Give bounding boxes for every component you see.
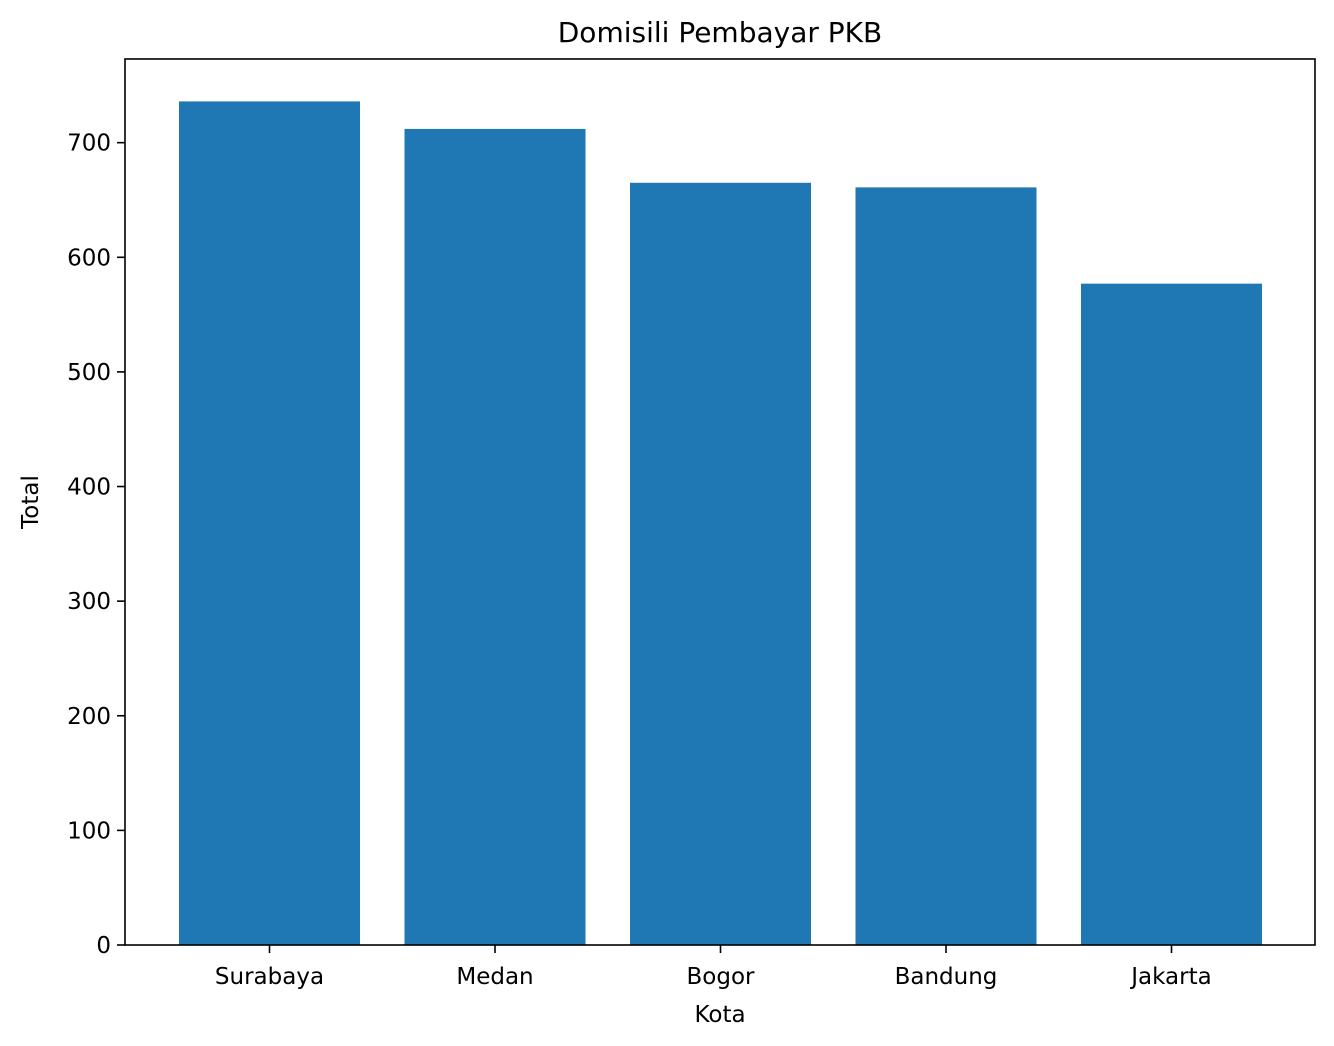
x-axis-label: Kota xyxy=(694,1002,745,1028)
x-tick-label: Jakarta xyxy=(1129,964,1211,990)
y-axis-ticks: 0 100 200 300 400 500 600 700 xyxy=(67,131,125,959)
bar-medan xyxy=(404,128,586,945)
bar-jakarta xyxy=(1081,283,1262,946)
x-tick-label: Surabaya xyxy=(215,964,324,990)
y-tick-label: 200 xyxy=(67,704,111,730)
x-tick-label: Bandung xyxy=(895,964,998,990)
plot-frame xyxy=(124,58,1316,946)
y-tick-label: 100 xyxy=(67,818,111,844)
y-axis-label: Total xyxy=(18,475,44,530)
bars-group xyxy=(179,101,1262,946)
bar-surabaya xyxy=(179,101,360,945)
x-tick-label: Medan xyxy=(456,964,533,990)
y-tick-label: 700 xyxy=(67,131,111,157)
chart-title: Domisili Pembayar PKB xyxy=(558,16,883,49)
bar-bandung xyxy=(855,187,1037,946)
x-axis-ticks: Surabaya Medan Bogor Bandung Jakarta xyxy=(215,945,1212,990)
y-tick-label: 500 xyxy=(67,360,111,386)
y-tick-label: 600 xyxy=(67,245,111,271)
y-tick-label: 0 xyxy=(96,933,111,959)
y-tick-label: 400 xyxy=(67,475,111,501)
y-tick-label: 300 xyxy=(67,589,111,615)
bar-bogor xyxy=(630,182,811,945)
x-tick-label: Bogor xyxy=(687,964,756,990)
